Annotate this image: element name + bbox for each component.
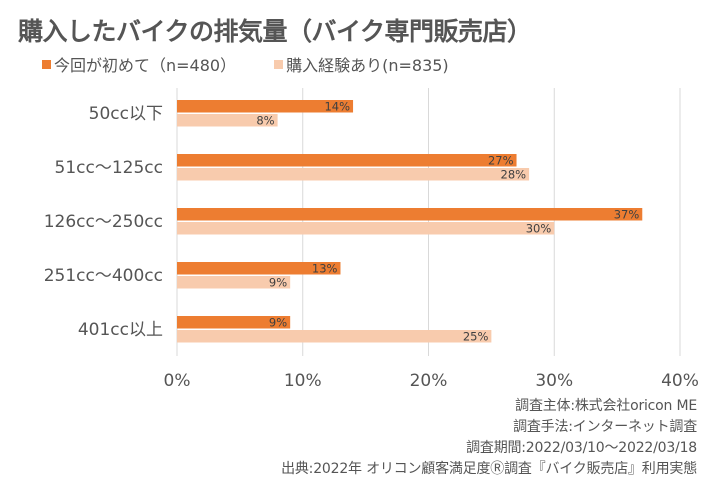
bar bbox=[177, 316, 291, 329]
legend-swatch bbox=[274, 59, 284, 69]
category-label: 401cc以上 bbox=[78, 320, 163, 340]
chart-title: 購入したバイクの排気量（バイク専門販売店） bbox=[18, 17, 532, 46]
note-line: 出典:2022年 オリコン顧客満足度Ⓡ調査『バイク販売店』利用実態 bbox=[281, 461, 697, 477]
data-label: 30% bbox=[526, 222, 552, 236]
x-tick-label: 0% bbox=[164, 371, 191, 391]
category-label: 51cc～125cc bbox=[55, 158, 163, 178]
legend-label: 今回が初めて（n=480） bbox=[54, 56, 237, 75]
bar bbox=[177, 168, 530, 181]
x-tick-label: 30% bbox=[535, 371, 573, 391]
bar bbox=[177, 276, 291, 289]
data-label: 25% bbox=[463, 330, 489, 344]
legend-item-experienced: 購入経験あり(n=835) bbox=[274, 52, 449, 76]
note-line: 調査手法:インターネット調査 bbox=[513, 419, 697, 435]
data-label: 13% bbox=[312, 262, 338, 276]
category-label: 50cc以下 bbox=[89, 104, 163, 124]
x-tick-label: 10% bbox=[284, 371, 322, 391]
data-label: 28% bbox=[501, 168, 527, 182]
bar bbox=[177, 154, 517, 167]
bar bbox=[177, 330, 492, 343]
bar bbox=[177, 114, 278, 127]
bar bbox=[177, 208, 643, 221]
category-label: 126cc～250cc bbox=[44, 212, 163, 232]
bar bbox=[177, 100, 354, 113]
note-line: 調査期間:2022/03/10～2022/03/18 bbox=[466, 440, 697, 456]
data-label: 8% bbox=[256, 114, 274, 128]
data-label: 14% bbox=[324, 100, 350, 114]
data-label: 9% bbox=[269, 316, 287, 330]
legend-label: 購入経験あり(n=835) bbox=[286, 56, 449, 75]
category-label: 251cc～400cc bbox=[44, 266, 163, 286]
legend-item-first-time: 今回が初めて（n=480） bbox=[42, 52, 236, 76]
legend-swatch bbox=[42, 59, 51, 69]
bar bbox=[177, 222, 555, 235]
data-label: 37% bbox=[614, 208, 640, 222]
bar bbox=[177, 262, 341, 275]
x-tick-label: 20% bbox=[410, 371, 448, 391]
data-label: 9% bbox=[269, 276, 287, 290]
source-notes: 調査主体:株式会社oricon ME 調査手法:インターネット調査 調査期間:2… bbox=[281, 396, 697, 480]
data-label: 27% bbox=[488, 154, 514, 168]
x-tick-label: 40% bbox=[661, 371, 699, 391]
note-line: 調査主体:株式会社oricon ME bbox=[515, 398, 697, 414]
legend: 今回が初めて（n=480） 購入経験あり(n=835) bbox=[42, 52, 449, 76]
